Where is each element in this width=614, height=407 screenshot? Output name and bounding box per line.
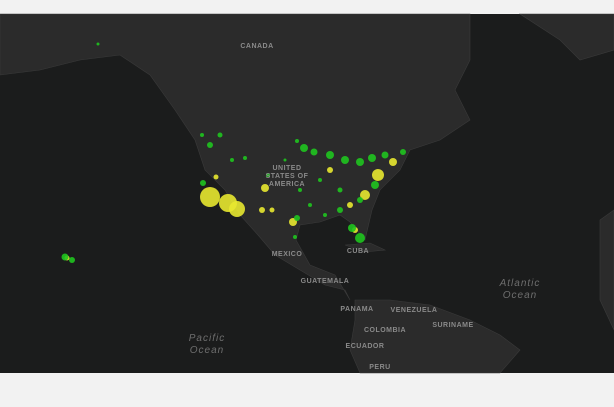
marker	[283, 158, 287, 162]
marker	[318, 178, 322, 182]
marker	[371, 181, 379, 189]
marker	[360, 190, 370, 200]
marker	[389, 158, 397, 166]
marker	[310, 148, 318, 156]
top-bar	[0, 0, 614, 14]
marker	[259, 207, 265, 213]
marker	[368, 154, 376, 162]
marker	[261, 184, 269, 192]
marker	[207, 142, 213, 148]
marker	[217, 132, 223, 138]
country-label: COLOMBIA	[364, 327, 406, 334]
ocean-label: Ocean	[503, 290, 537, 301]
africa-edge	[599, 209, 614, 331]
ocean-label: Atlantic	[499, 278, 541, 289]
country-label: UNITED	[272, 165, 301, 172]
marker	[230, 158, 234, 162]
marker	[357, 197, 363, 203]
land	[0, 13, 614, 374]
marker	[69, 257, 75, 263]
country-label: STATES OF	[266, 173, 309, 180]
marker	[355, 233, 365, 243]
marker	[337, 187, 343, 193]
marker	[298, 188, 302, 192]
country-label: CANADA	[240, 43, 273, 50]
greenland	[518, 13, 614, 61]
marker	[341, 156, 349, 164]
north-america	[0, 13, 471, 301]
south-america	[349, 299, 521, 374]
marker	[200, 180, 206, 186]
marker	[308, 203, 312, 207]
marker	[347, 202, 353, 208]
marker	[200, 187, 220, 207]
marker	[356, 158, 364, 166]
marker	[400, 149, 406, 155]
marker	[229, 201, 245, 217]
ocean-label: Ocean	[190, 345, 224, 356]
marker	[326, 151, 334, 159]
marker	[327, 167, 333, 173]
marker	[323, 213, 327, 217]
marker	[96, 42, 100, 46]
marker	[266, 173, 270, 177]
marker	[243, 156, 247, 160]
country-label: VENEZUELA	[391, 307, 438, 314]
labels: CANADA UNITED STATES OF AMERICA MEXICO C…	[189, 43, 541, 371]
cuba-land	[344, 242, 387, 253]
marker	[348, 224, 356, 232]
marker	[269, 207, 275, 213]
marker	[295, 139, 299, 143]
ocean-label: Pacific	[189, 333, 225, 344]
country-label: GUATEMALA	[301, 278, 350, 285]
country-label: SURINAME	[432, 322, 473, 329]
marker	[372, 169, 384, 181]
country-label: AMERICA	[269, 181, 305, 188]
marker	[293, 235, 297, 239]
marker	[61, 253, 69, 261]
bottom-bar	[0, 373, 614, 407]
marker	[300, 144, 308, 152]
marker	[381, 151, 389, 159]
country-label: CUBA	[347, 248, 369, 255]
country-label: PANAMA	[340, 306, 373, 313]
country-label: PERU	[369, 364, 390, 371]
marker	[213, 174, 219, 180]
marker	[337, 207, 343, 213]
country-label: MEXICO	[272, 251, 303, 258]
marker	[200, 133, 204, 137]
country-label: ECUADOR	[346, 343, 385, 350]
markers	[61, 42, 406, 263]
marker	[294, 215, 300, 221]
